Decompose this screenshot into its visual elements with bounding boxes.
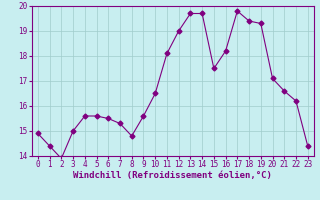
X-axis label: Windchill (Refroidissement éolien,°C): Windchill (Refroidissement éolien,°C) [73,171,272,180]
